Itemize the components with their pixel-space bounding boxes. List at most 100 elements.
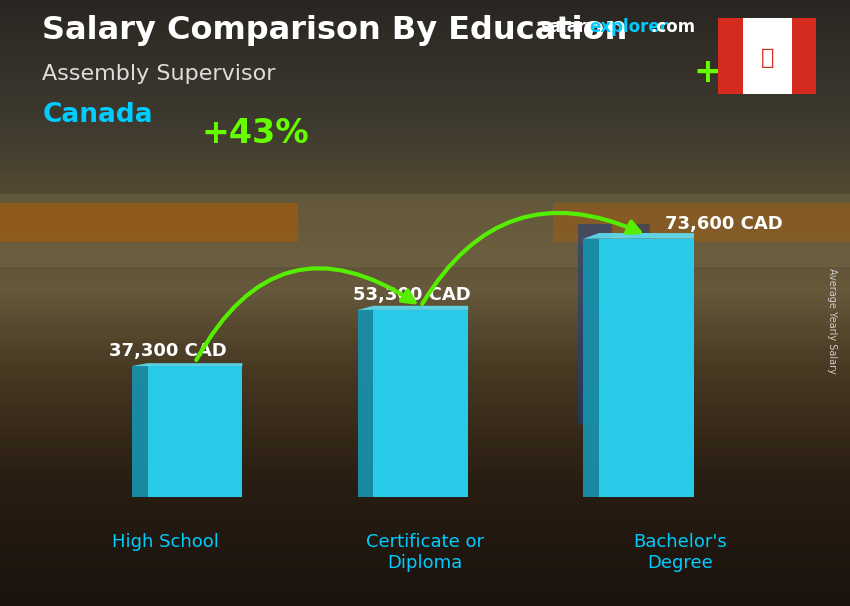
Bar — [0, 54, 850, 61]
Bar — [0, 468, 850, 474]
Bar — [0, 237, 850, 244]
Bar — [718, 18, 743, 94]
Text: High School: High School — [112, 533, 219, 551]
Bar — [0, 4, 850, 11]
Bar — [0, 232, 850, 238]
Bar — [0, 138, 850, 144]
Bar — [0, 21, 850, 27]
Bar — [0, 85, 850, 92]
Bar — [0, 437, 850, 443]
Text: 🍁: 🍁 — [761, 48, 774, 68]
Bar — [0, 359, 850, 365]
Bar — [0, 211, 850, 218]
Bar — [0, 148, 850, 155]
Bar — [0, 514, 850, 520]
Bar — [0, 504, 850, 510]
Bar — [0, 127, 850, 133]
Bar — [0, 570, 850, 576]
Bar — [0, 421, 850, 428]
Bar — [0, 101, 850, 107]
Bar — [0, 579, 850, 586]
Bar — [0, 338, 850, 344]
Bar — [0, 216, 850, 222]
Bar — [791, 18, 816, 94]
Bar — [583, 239, 599, 497]
Bar — [0, 348, 850, 355]
Text: .com: .com — [650, 18, 695, 36]
Bar — [0, 311, 850, 318]
Bar — [0, 43, 850, 50]
Bar — [0, 499, 850, 505]
Bar — [0, 564, 850, 571]
Bar — [0, 375, 850, 381]
Bar — [0, 195, 850, 202]
Polygon shape — [583, 233, 694, 239]
Bar — [0, 353, 850, 360]
Bar — [0, 401, 850, 407]
Bar — [0, 369, 850, 376]
Bar — [0, 447, 850, 454]
Text: Salary Comparison By Education: Salary Comparison By Education — [42, 15, 628, 46]
Bar — [0, 473, 850, 479]
Bar — [0, 201, 850, 207]
Bar — [0, 524, 850, 530]
Bar — [0, 142, 850, 149]
Bar — [0, 405, 850, 412]
Bar — [0, 290, 850, 296]
Bar — [0, 463, 850, 469]
Bar — [0, 539, 850, 545]
Text: +43%: +43% — [201, 117, 309, 150]
Text: +38%: +38% — [693, 56, 801, 89]
Text: Average Yearly Salary: Average Yearly Salary — [827, 268, 837, 374]
Bar — [0, 600, 850, 606]
Bar — [0, 585, 850, 591]
Bar — [0, 268, 850, 275]
Bar — [0, 48, 850, 55]
Text: Assembly Supervisor: Assembly Supervisor — [42, 64, 276, 84]
Bar — [0, 227, 850, 233]
Bar — [0, 203, 298, 242]
Bar — [0, 75, 850, 81]
Bar — [0, 385, 850, 391]
Bar — [0, 132, 850, 139]
Bar — [0, 305, 850, 312]
Bar — [0, 164, 850, 170]
Bar — [0, 554, 850, 561]
Bar — [0, 390, 850, 396]
Bar — [0, 529, 850, 535]
Bar — [0, 0, 850, 5]
Bar — [132, 366, 148, 497]
Bar — [0, 112, 850, 118]
Bar — [0, 484, 850, 490]
Bar — [0, 519, 850, 525]
Bar — [0, 574, 850, 581]
Bar — [0, 116, 850, 123]
Polygon shape — [132, 363, 242, 366]
Bar — [0, 253, 850, 259]
Bar — [0, 509, 850, 515]
Bar — [0, 478, 850, 485]
Bar — [0, 274, 850, 281]
Bar — [629, 224, 650, 424]
Bar — [0, 190, 850, 196]
Bar — [358, 310, 373, 497]
Text: Certificate or
Diploma: Certificate or Diploma — [366, 533, 484, 572]
Bar — [0, 594, 850, 601]
Bar — [0, 590, 850, 596]
Bar — [0, 169, 850, 175]
Text: Canada: Canada — [42, 102, 153, 128]
Bar — [0, 258, 850, 265]
Bar — [0, 26, 850, 33]
Text: explorer: explorer — [589, 18, 668, 36]
Text: 53,300 CAD: 53,300 CAD — [353, 286, 471, 304]
FancyBboxPatch shape — [716, 15, 819, 97]
Bar — [0, 59, 850, 66]
Bar — [0, 80, 850, 87]
Bar — [578, 224, 612, 424]
Bar — [0, 458, 850, 464]
Bar — [599, 239, 694, 497]
Bar — [0, 205, 850, 212]
Bar — [0, 248, 850, 254]
Bar — [0, 284, 850, 291]
Bar — [0, 395, 850, 402]
